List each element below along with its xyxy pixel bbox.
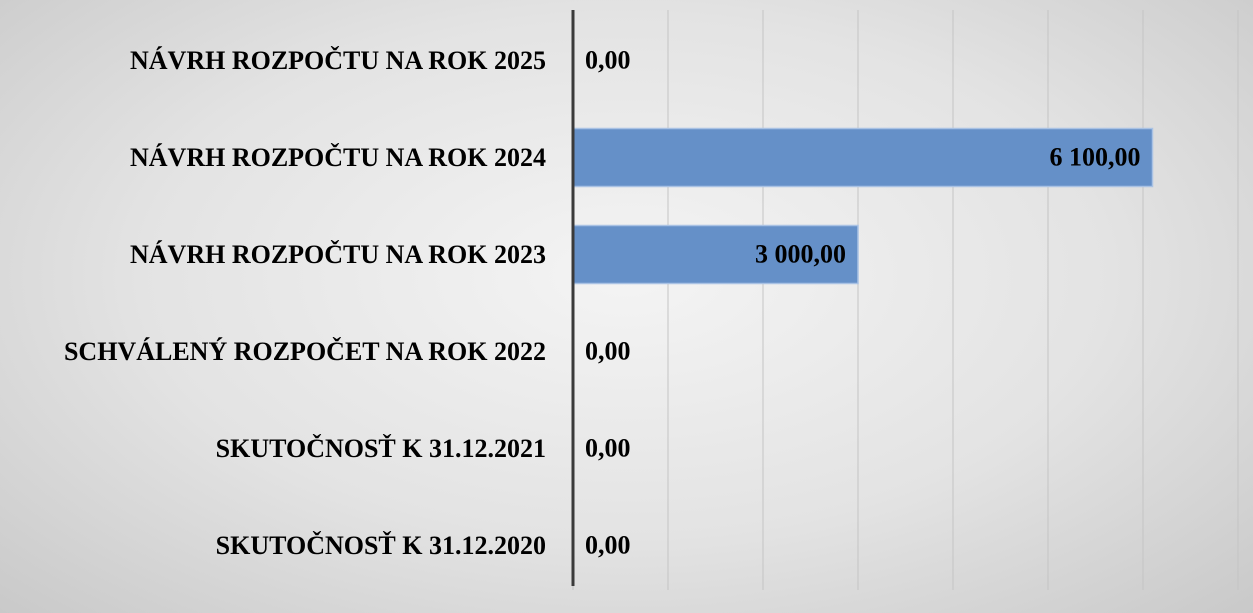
y-tick-label: NÁVRH ROZPOČTU NA ROK 2023 xyxy=(129,239,546,269)
y-tick-label: SKUTOČNOSŤ K 31.12.2021 xyxy=(215,433,546,463)
data-label: 0,00 xyxy=(585,336,631,365)
data-label: 0,00 xyxy=(585,45,631,74)
bar xyxy=(572,224,859,285)
category-label-box: NÁVRH ROZPOČTU NA ROK 2025 xyxy=(10,45,546,77)
category-label-box: NÁVRH ROZPOČTU NA ROK 2024 xyxy=(10,142,546,174)
y-tick-label: NÁVRH ROZPOČTU NA ROK 2025 xyxy=(129,45,546,75)
y-tick-label: NÁVRH ROZPOČTU NA ROK 2024 xyxy=(129,142,546,172)
category-label-box: SKUTOČNOSŤ K 31.12.2021 xyxy=(10,433,546,465)
y-tick-label: SCHVÁLENÝ ROZPOČET NA ROK 2022 xyxy=(63,336,546,366)
category-label-box: SCHVÁLENÝ ROZPOČET NA ROK 2022 xyxy=(10,336,546,368)
category-label-box: NÁVRH ROZPOČTU NA ROK 2023 xyxy=(10,239,546,271)
y-tick-label: SKUTOČNOSŤ K 31.12.2020 xyxy=(215,530,546,560)
data-label: 0,00 xyxy=(585,530,631,559)
data-label: 3 000,00 xyxy=(755,239,846,268)
category-label-box: SKUTOČNOSŤ K 31.12.2020 xyxy=(10,530,546,562)
data-label: 6 100,00 xyxy=(1050,142,1141,171)
data-label: 0,00 xyxy=(585,433,631,462)
